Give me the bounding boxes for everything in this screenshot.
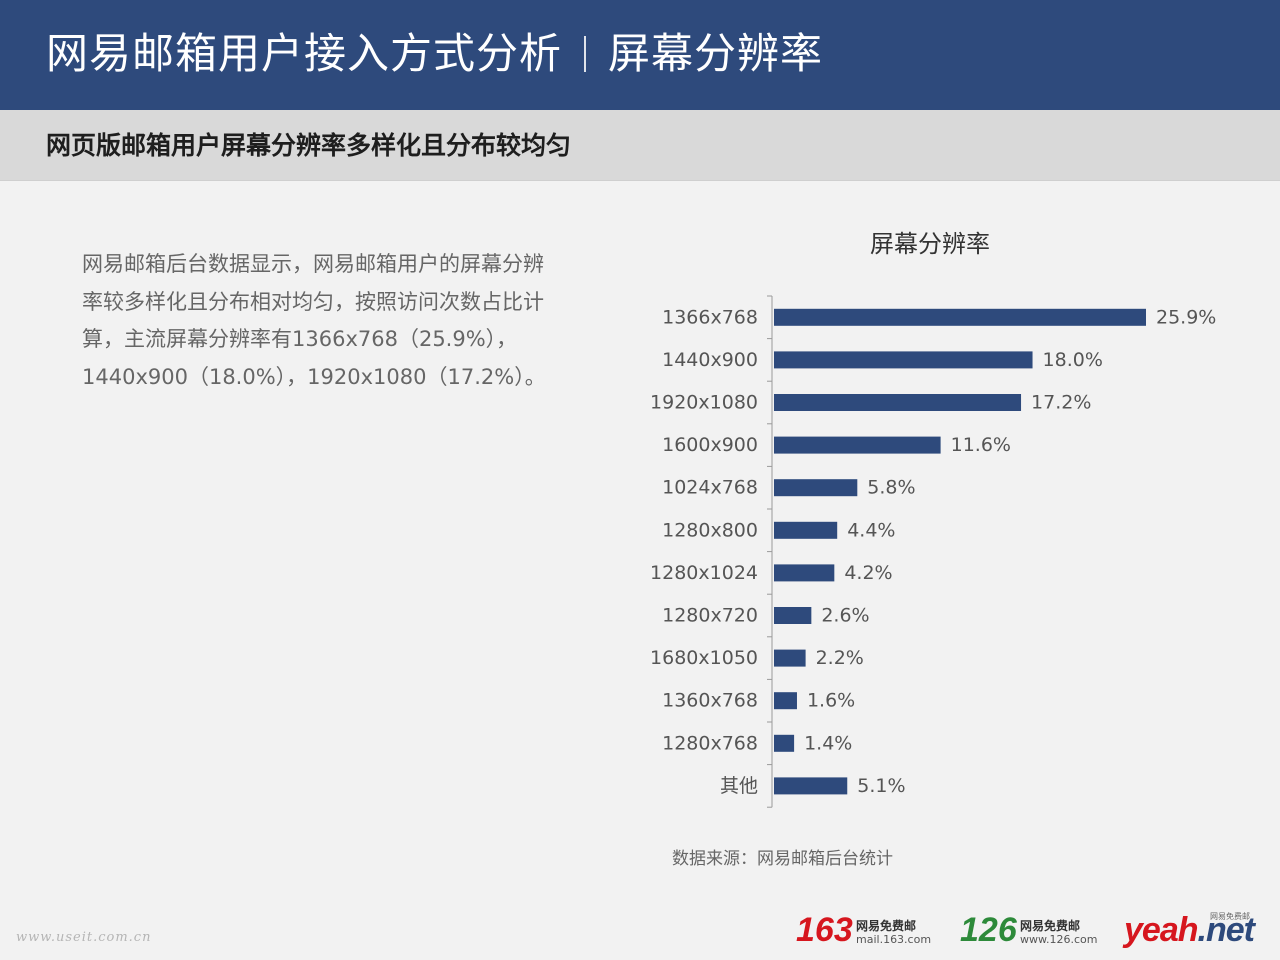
bar xyxy=(774,394,1022,411)
bar xyxy=(774,521,838,539)
bar xyxy=(774,777,848,795)
logo-yeah-wordmark: yeah.net xyxy=(1124,908,1255,952)
data-label: 25.9% xyxy=(1156,306,1216,328)
description-text: 网易邮箱后台数据显示，网易邮箱用户的屏幕分辨率较多样化且分布相对均匀，按照访问次… xyxy=(82,252,546,389)
tick-label: 1280x1024 xyxy=(650,562,758,584)
bar xyxy=(774,351,1033,369)
bar xyxy=(774,607,812,624)
tick-label: 1680x1050 xyxy=(650,647,758,669)
data-label: 2.2% xyxy=(816,647,864,669)
bar xyxy=(774,479,858,497)
bar xyxy=(774,564,835,582)
tick-label: 1280x768 xyxy=(662,732,758,754)
bar xyxy=(774,649,806,667)
title-divider xyxy=(584,36,587,72)
logo-126-url: www.126.com xyxy=(1020,933,1098,946)
logo-yeah: yeah.net 网易免费邮 xyxy=(1124,908,1264,952)
logo-yeah-suffix: .net xyxy=(1197,911,1255,949)
data-label: 1.4% xyxy=(804,732,852,754)
tick-label: 1920x1080 xyxy=(650,392,758,414)
subtitle-band xyxy=(0,110,1280,181)
data-label: 11.6% xyxy=(951,434,1011,456)
bar xyxy=(774,308,1146,326)
logo-163-name: 网易免费邮 xyxy=(856,919,917,933)
data-label: 5.8% xyxy=(867,477,915,499)
page-subtitle: 网页版邮箱用户屏幕分辨率多样化且分布较均匀 xyxy=(46,131,572,160)
source-note: 数据来源：网易邮箱后台统计 xyxy=(672,849,893,869)
data-label: 17.2% xyxy=(1031,392,1091,414)
bar xyxy=(774,734,795,752)
logo-126: 126 网易免费邮 www.126.com xyxy=(960,908,1100,952)
logo-126-number: 126 xyxy=(960,911,1017,949)
logo-126-name: 网易免费邮 xyxy=(1020,919,1081,933)
logo-yeah-tag: 网易免费邮 xyxy=(1210,912,1250,921)
page-title-main: 网易邮箱用户接入方式分析 xyxy=(46,29,563,78)
tick-label: 1280x800 xyxy=(662,519,758,541)
page-title-section: 屏幕分辨率 xyxy=(608,29,824,78)
tick-label: 1024x768 xyxy=(662,477,758,499)
chart-title: 屏幕分辨率 xyxy=(870,230,990,258)
tick-label: 1280x720 xyxy=(662,605,758,627)
tick-label: 其他 xyxy=(720,775,758,797)
data-label: 18.0% xyxy=(1043,349,1103,371)
logo-163-number: 163 xyxy=(796,911,853,949)
tick-label: 1366x768 xyxy=(662,306,758,328)
tick-label: 1360x768 xyxy=(662,690,758,712)
header-bar xyxy=(0,0,1280,110)
data-label: 5.1% xyxy=(857,775,905,797)
bar-chart: 1366x768 25.9% 1440x900 18.0% 1920x1080 17.2%… xyxy=(650,295,1216,808)
logo-163-url: mail.163.com xyxy=(856,933,932,946)
data-label: 2.6% xyxy=(821,605,869,627)
logo-163: 163 网易免费邮 mail.163.com xyxy=(796,908,936,952)
data-label: 4.4% xyxy=(847,519,895,541)
watermark: www.useit.com.cn xyxy=(16,930,152,945)
data-label: 4.2% xyxy=(844,562,892,584)
tick-label: 1600x900 xyxy=(662,434,758,456)
bar xyxy=(774,692,797,710)
data-label: 1.6% xyxy=(807,690,855,712)
page-title: 网易邮箱用户接入方式分析 屏幕分辨率 xyxy=(46,28,823,80)
tick-label: 1440x900 xyxy=(662,349,758,371)
logo-yeah-brand: yeah xyxy=(1124,911,1198,949)
bar xyxy=(774,436,941,454)
